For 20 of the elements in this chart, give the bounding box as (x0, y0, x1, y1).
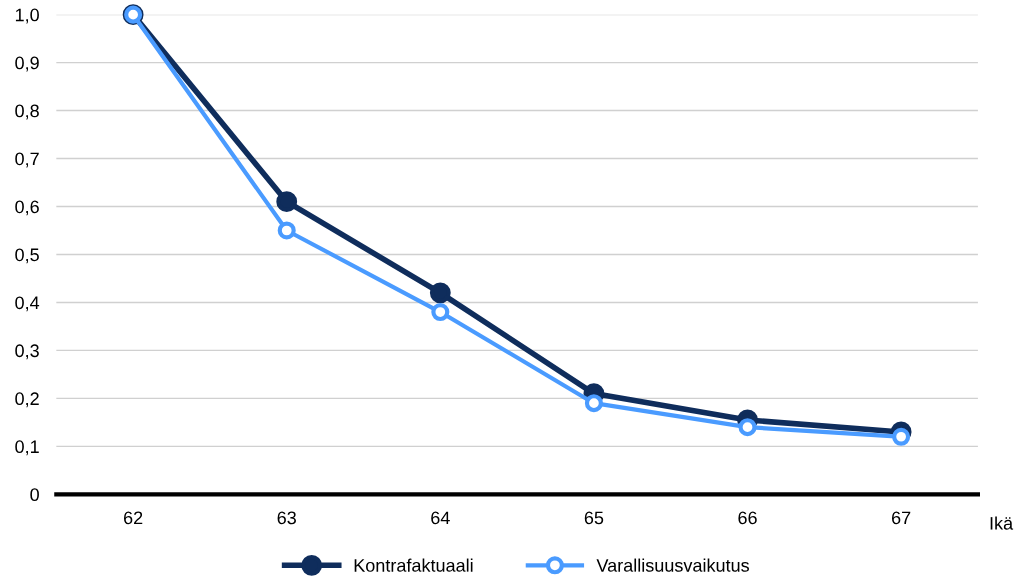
x-tick-label: 65 (584, 511, 604, 525)
y-tick-label: 0,9 (15, 56, 39, 72)
x-axis-title: Ikä (990, 516, 1014, 530)
legend-label: Kontrafaktuaali (354, 558, 473, 572)
x-tick-label: 66 (738, 511, 757, 525)
x-tick-label: 67 (892, 511, 911, 525)
x-tick-label: 63 (277, 511, 296, 525)
y-tick-label: 0,2 (15, 392, 39, 408)
x-tick-label: 62 (124, 511, 143, 525)
y-tick-label: 0,5 (15, 248, 39, 264)
y-tick-label: 0,3 (15, 344, 39, 360)
y-tick-label: 0,4 (15, 296, 40, 312)
y-tick-label: 0,6 (15, 200, 39, 216)
y-tick-label: 1,0 (15, 8, 39, 24)
y-tick-label: 0,7 (15, 152, 39, 168)
x-tick-label: 64 (431, 511, 450, 525)
legend-label: Varallisuusvaikutus (596, 558, 749, 572)
y-tick-label: 0 (30, 488, 39, 502)
y-tick-label: 0,8 (15, 104, 39, 120)
y-tick-label: 0,1 (15, 440, 39, 456)
